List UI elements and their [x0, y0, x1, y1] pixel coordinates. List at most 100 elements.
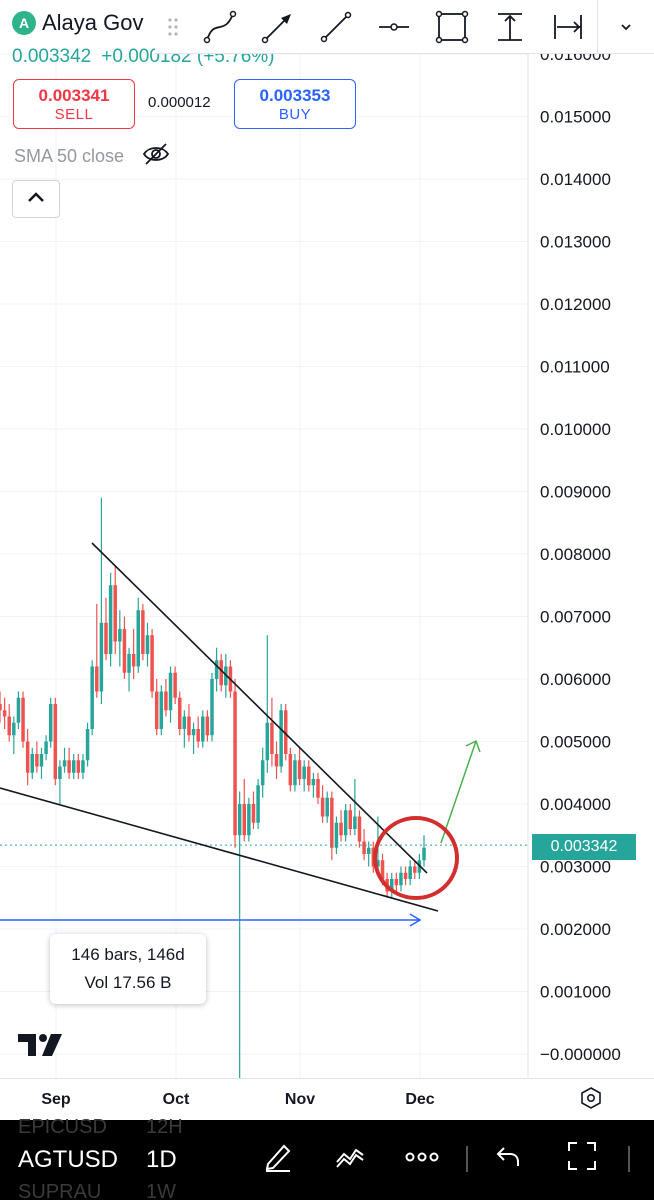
- month-label-oct: Oct: [162, 1091, 190, 1108]
- interval-picker[interactable]: 1D: [146, 1146, 177, 1173]
- buy-price: 0.003353: [259, 85, 331, 105]
- candle: [76, 754, 81, 779]
- candle: [104, 597, 108, 661]
- candle: [362, 829, 366, 861]
- candle: [39, 747, 44, 779]
- candle: [279, 704, 283, 773]
- candle: [196, 716, 200, 748]
- candle: [307, 760, 311, 792]
- last-price: 0.003342: [12, 46, 92, 67]
- candle: [81, 754, 85, 779]
- candle: [339, 810, 343, 842]
- candle: [187, 704, 191, 742]
- candle: [164, 679, 168, 717]
- candle: [247, 797, 251, 842]
- indicators-button[interactable]: [330, 1138, 370, 1178]
- candle: [366, 841, 371, 867]
- falling-wedge-lower-line[interactable]: [0, 787, 439, 912]
- candle: [35, 741, 39, 773]
- undo-button[interactable]: [488, 1138, 528, 1178]
- drawing-pen-button[interactable]: [258, 1138, 298, 1178]
- candle: [422, 835, 426, 867]
- tradingview-logo-icon[interactable]: [18, 1032, 66, 1063]
- candle: [95, 604, 99, 698]
- candle: [7, 704, 11, 742]
- measurement-bars: 146 bars, 146d: [71, 945, 185, 964]
- price-range-tool-icon[interactable]: [481, 0, 539, 54]
- candle: [118, 610, 122, 667]
- candle: [343, 804, 348, 842]
- coin-logo-icon: A: [12, 11, 36, 35]
- candle: [145, 622, 150, 667]
- candle: [16, 691, 21, 729]
- projection-arrow[interactable]: [440, 739, 481, 844]
- hexagon-settings-icon: [580, 1086, 602, 1114]
- spread-value: 0.000012: [148, 94, 211, 111]
- price-tick-label: 0.005000: [540, 733, 611, 752]
- arrow-tool-icon[interactable]: [249, 0, 307, 54]
- more-options-button[interactable]: [402, 1138, 442, 1178]
- candle: [311, 772, 316, 798]
- price-tick-label: 0.008000: [540, 545, 611, 564]
- drag-handle-icon[interactable]: [155, 16, 191, 38]
- pen-icon: [262, 1140, 294, 1177]
- time-axis[interactable]: Sep Oct Nov Dec: [0, 1078, 654, 1120]
- eye-off-icon[interactable]: [142, 142, 170, 171]
- trend-line-tool-icon[interactable]: [191, 0, 249, 54]
- sell-button[interactable]: 0.003341 SELL: [13, 79, 135, 129]
- candle: [219, 654, 223, 692]
- candle: [297, 747, 302, 786]
- month-label-sep: Sep: [41, 1091, 71, 1108]
- candle: [85, 722, 90, 767]
- bottom-divider: [466, 1146, 468, 1172]
- horizontal-line-tool-icon[interactable]: [365, 0, 423, 54]
- chart-area[interactable]: 0.016000 0.015000 0.014000 0.013000 0.012000…: [0, 0, 654, 1120]
- candle: [48, 697, 53, 748]
- ray-tool-icon[interactable]: [307, 0, 365, 54]
- rectangle-tool-icon[interactable]: [423, 0, 481, 54]
- price-tick-label: 0.012000: [540, 295, 611, 314]
- candle: [251, 791, 256, 829]
- candle: [58, 760, 62, 804]
- date-range-tool-icon[interactable]: [539, 0, 597, 54]
- candle: [168, 666, 173, 723]
- candle: [270, 697, 274, 767]
- candle: [136, 597, 141, 673]
- price-tick-label: 0.006000: [540, 670, 611, 689]
- candle: [283, 704, 288, 761]
- month-label-nov: Nov: [284, 1091, 316, 1108]
- falling-wedge-upper-line[interactable]: [91, 542, 428, 874]
- candle: [334, 816, 339, 854]
- month-label-dec: Dec: [405, 1091, 435, 1108]
- candle: [256, 779, 260, 829]
- chart-settings-button[interactable]: [576, 1086, 606, 1114]
- candle: [214, 647, 219, 692]
- symbol-picker[interactable]: AGTUSD: [18, 1146, 119, 1173]
- buy-button[interactable]: 0.003353 BUY: [234, 79, 356, 129]
- candle: [293, 754, 297, 792]
- measure-arrow[interactable]: [0, 913, 422, 927]
- candle: [99, 497, 104, 704]
- candles: [0, 497, 426, 1086]
- candle: [260, 747, 265, 798]
- candle: [182, 710, 187, 748]
- candle: [233, 679, 237, 848]
- symbol-legend[interactable]: A Alaya Gov: [12, 10, 144, 36]
- candle: [177, 691, 182, 736]
- price-tick-label: 0.011000: [540, 358, 610, 377]
- candle: [265, 635, 270, 773]
- price-tick-label: 0.002000: [540, 920, 611, 939]
- indicators-icon: [334, 1140, 366, 1177]
- candle: [71, 754, 76, 779]
- grid: [0, 53, 528, 1078]
- candle: [30, 747, 35, 779]
- collapse-legend-button[interactable]: [12, 180, 60, 218]
- toolbar-more-button[interactable]: [597, 0, 653, 54]
- highlight-circle[interactable]: [373, 816, 459, 900]
- candle: [44, 735, 48, 761]
- fullscreen-button[interactable]: [562, 1138, 602, 1178]
- price-tick-label: −0.000000: [540, 1045, 621, 1064]
- candle: [210, 672, 214, 742]
- indicator-legend[interactable]: SMA 50 close: [14, 142, 170, 171]
- chevron-up-icon: [27, 190, 45, 208]
